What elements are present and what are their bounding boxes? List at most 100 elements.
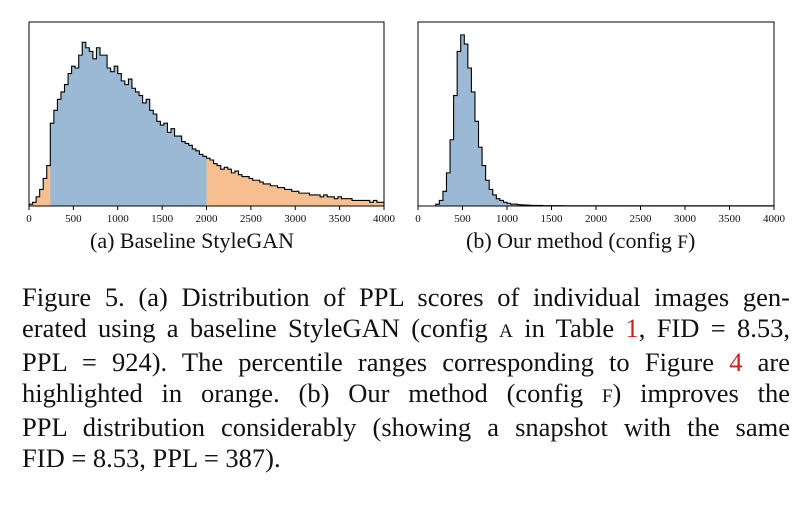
histogram-bar	[202, 156, 207, 206]
figure-ref-link[interactable]: 4	[729, 347, 743, 377]
caption-line-3: PPL = 924). The percentile ranges corres…	[22, 347, 790, 378]
caption-config-f: F	[601, 385, 613, 407]
histogram-bar	[270, 185, 275, 206]
histogram-bar	[507, 203, 511, 206]
histogram-bar	[39, 189, 44, 206]
histogram-bar	[457, 51, 462, 206]
caption-line-2: erated using a baseline StyleGAN (config…	[22, 313, 790, 348]
x-tick-label: 3500	[329, 213, 352, 225]
histogram-bar	[29, 204, 33, 206]
histogram-bar	[373, 200, 378, 206]
histogram-bar	[341, 198, 346, 206]
histogram-bar	[273, 185, 278, 206]
histogram-bar	[249, 178, 253, 206]
caption-text-2c: , FID = 8.53,	[638, 312, 790, 343]
histogram-bar	[284, 189, 289, 206]
histogram-bar	[517, 204, 522, 206]
subcaption-b: (b) Our method (config F)	[466, 228, 695, 254]
histogram-bar	[435, 204, 440, 206]
histogram-bar	[163, 123, 168, 206]
histogram-bar	[82, 42, 87, 206]
histogram-bar	[474, 121, 479, 206]
histogram-bar	[263, 183, 268, 206]
x-tick-label: 2000	[196, 213, 219, 225]
histogram-bar	[156, 121, 161, 206]
histogram-bar	[107, 68, 111, 206]
histogram-bar	[295, 191, 300, 206]
histogram-bar	[245, 176, 250, 206]
histogram-bar	[485, 180, 490, 206]
histogram-bar	[453, 95, 458, 206]
histogram-bar	[114, 66, 119, 206]
histogram-bar	[305, 193, 310, 206]
histogram-bar	[439, 200, 444, 206]
histogram-bar	[220, 169, 225, 206]
histogram-bar	[160, 125, 165, 206]
subcaption-a: (a) Baseline StyleGAN	[90, 228, 295, 253]
histogram-bar	[259, 182, 264, 206]
histogram-bar	[142, 102, 147, 206]
histogram-bar	[330, 196, 335, 206]
caption-text-2a: erated using a baseline StyleGAN (config	[22, 312, 500, 343]
histogram-bar	[60, 91, 65, 206]
histogram-bar	[206, 158, 211, 206]
histogram-bar	[352, 200, 356, 206]
caption-text-4b: ) improves the	[612, 377, 791, 408]
histogram-bar	[460, 34, 465, 206]
histogram-bar	[337, 196, 342, 206]
histogram-bar	[288, 189, 292, 206]
caption-text-1: (a) Distribution of PPL scores of indivi…	[124, 282, 791, 312]
histogram-bar	[442, 191, 447, 206]
histogram-bar	[188, 145, 193, 206]
histogram-bar	[252, 180, 257, 206]
x-tick-label: 2000	[585, 213, 608, 225]
histogram-bar	[320, 196, 324, 206]
histogram-bar	[131, 88, 136, 206]
histogram-outline	[28, 41, 385, 206]
histogram-bar	[281, 187, 285, 206]
histogram-panel-a: 0 500 1000 1500 2000 2500 3000 3500 4000	[26, 21, 396, 225]
histogram-bar	[174, 136, 179, 206]
histogram-bar	[199, 154, 204, 206]
caption-text-3a: PPL = 924). The percentile ranges corres…	[22, 347, 730, 377]
histogram-bar	[224, 167, 229, 206]
histogram-bar	[121, 80, 126, 206]
x-tick-label: 1000	[496, 213, 519, 225]
figure-5: 0 500 1000 1500 2000 2500 3000 3500 4000 0 500 1000…	[26, 21, 786, 254]
histogram-bar	[43, 178, 48, 206]
histogram-panels: 0 500 1000 1500 2000 2500 3000 3500 4000 0 500 1000…	[26, 21, 786, 225]
histogram-bar	[238, 174, 243, 206]
histogram-bar	[344, 198, 349, 206]
histogram-bar	[36, 196, 40, 206]
histogram-bar	[471, 91, 476, 206]
histogram-bar	[213, 163, 218, 206]
histogram-bar	[489, 189, 494, 206]
histogram-bar	[171, 128, 175, 206]
histogram-bar	[57, 99, 62, 206]
histogram-bar	[355, 200, 360, 206]
x-tick-label: 2500	[240, 213, 263, 225]
histogram-bar	[323, 194, 328, 206]
histogram-bar	[478, 147, 483, 206]
caption-label: Figure 5.	[22, 282, 125, 312]
histogram-bar	[128, 79, 133, 206]
histogram-bar	[492, 194, 497, 206]
histogram-bar	[231, 172, 236, 206]
histogram-bar	[32, 202, 37, 206]
histogram-bar	[380, 202, 385, 206]
subcaption-b-prefix: (b) Our method (config	[466, 228, 678, 253]
histogram-bar	[313, 194, 317, 206]
histogram-bar	[89, 51, 94, 206]
histogram-bar	[256, 180, 261, 206]
histogram-bar	[178, 136, 182, 206]
x-tick-label: 4000	[763, 213, 786, 225]
table-ref-link[interactable]: 1	[625, 312, 639, 343]
histogram-bar	[117, 73, 122, 207]
histogram-bar	[327, 196, 332, 206]
figure-caption: Figure 5. (a) Distribution of PPL scores…	[22, 282, 790, 473]
x-tick-label: 0	[26, 213, 32, 225]
x-tick-label: 1000	[107, 213, 130, 225]
x-tick-label: 1500	[151, 213, 174, 225]
x-tick-label: 500	[454, 213, 471, 225]
subcaption-b-config: F	[677, 232, 688, 253]
